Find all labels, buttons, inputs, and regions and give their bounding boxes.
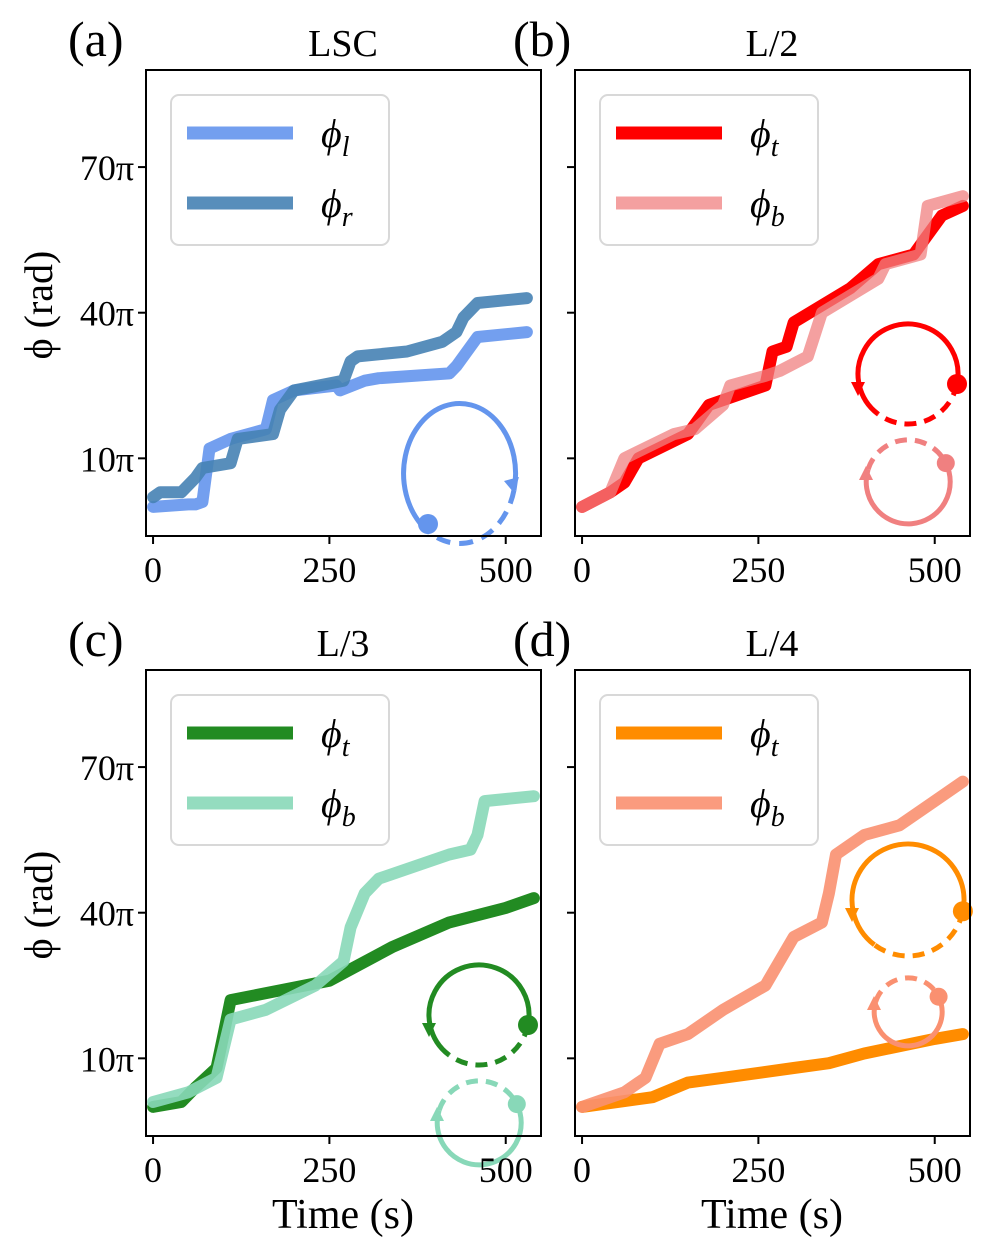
legend-box xyxy=(170,94,390,246)
legend-label: ϕb xyxy=(321,781,356,833)
x-tick-label: 250 xyxy=(302,550,356,590)
series-line-phi-b xyxy=(576,190,969,513)
panel-label: (b) xyxy=(513,11,571,67)
x-tick-label: 250 xyxy=(302,1150,356,1190)
xlabel-left: Time (s) xyxy=(272,1192,414,1238)
legend: ϕt ϕb xyxy=(170,694,390,846)
legend: ϕt ϕb xyxy=(599,694,819,846)
legend-box xyxy=(599,694,819,846)
x-tick-label: 0 xyxy=(573,1150,591,1190)
panel-title: L/3 xyxy=(317,623,370,665)
series-line-phi-t xyxy=(576,199,969,513)
panel-title: L/2 xyxy=(746,23,799,65)
legend-label: ϕt xyxy=(321,711,351,763)
x-tick-label: 250 xyxy=(731,550,785,590)
series-line-phi-b xyxy=(576,775,969,1113)
x-tick-label: 500 xyxy=(908,550,962,590)
y-tick-label: 70π xyxy=(80,748,134,788)
legend-label: ϕb xyxy=(750,781,785,833)
x-tick-label: 250 xyxy=(731,1150,785,1190)
plot-area xyxy=(147,790,540,1113)
legend-label: ϕb xyxy=(750,181,785,233)
axes-frame xyxy=(145,69,542,537)
panel-title: L/4 xyxy=(746,623,799,665)
axes-frame xyxy=(574,69,971,537)
plot-area xyxy=(147,292,533,513)
series-line-phi-r xyxy=(147,292,533,504)
y-tick-label: 70π xyxy=(80,148,134,188)
x-tick-label: 0 xyxy=(573,550,591,590)
y-tick-label: 40π xyxy=(80,294,134,334)
x-tick-label: 500 xyxy=(479,550,533,590)
axes-frame xyxy=(145,669,542,1137)
plot-area xyxy=(576,190,969,513)
xlabel-right: Time (s) xyxy=(701,1192,843,1238)
panel-2: (b) L/2 0 250 500 ϕt ϕb xyxy=(513,11,971,590)
x-tick-label: 500 xyxy=(479,1150,533,1190)
panel-1: (a) LSC 0 250 500 10π 40π 70π ϕl ϕr xyxy=(68,11,542,590)
panel-3: (c) L/3 0 250 500 10π 40π 70π ϕt ϕb xyxy=(68,611,542,1190)
legend: ϕt ϕb xyxy=(599,94,819,246)
inset-circulation-icon xyxy=(422,962,538,1168)
panel-title: LSC xyxy=(308,23,378,65)
y-tick-label: 10π xyxy=(80,439,134,479)
ylabel-top: ϕ (rad) xyxy=(16,251,61,360)
inset-circulation-icon xyxy=(401,401,519,546)
panel-4: (d) L/4 0 250 500 ϕt ϕb xyxy=(513,611,973,1190)
legend-box xyxy=(599,94,819,246)
inset-circulation-icon xyxy=(851,321,967,527)
x-tick-label: 500 xyxy=(908,1150,962,1190)
axes-frame xyxy=(574,669,971,1137)
series-line-phi-b xyxy=(147,790,540,1108)
legend-label: ϕt xyxy=(750,111,780,163)
y-tick-label: 10π xyxy=(80,1039,134,1079)
panel-label: (c) xyxy=(68,611,124,667)
legend-label: ϕl xyxy=(321,111,350,163)
legend-box xyxy=(170,694,390,846)
x-tick-label: 0 xyxy=(144,550,162,590)
legend-label: ϕt xyxy=(750,711,780,763)
x-tick-label: 0 xyxy=(144,1150,162,1190)
legend-label: ϕr xyxy=(321,181,353,233)
panel-label: (a) xyxy=(68,11,124,67)
ylabel-bottom: ϕ (rad) xyxy=(16,851,61,960)
legend: ϕl ϕr xyxy=(170,94,390,246)
panel-label: (d) xyxy=(513,611,571,667)
inset-circulation-icon xyxy=(845,841,973,1049)
y-tick-label: 40π xyxy=(80,894,134,934)
series-line-phi-l xyxy=(147,326,533,513)
